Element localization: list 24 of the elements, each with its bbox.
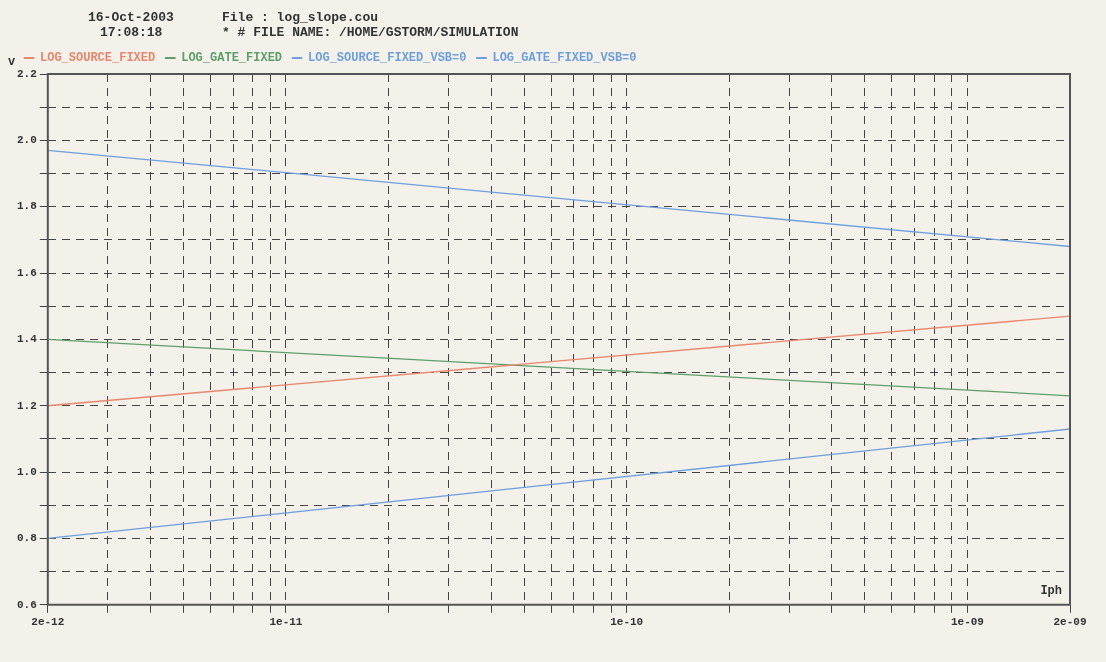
x-tick-label: 1e-09: [950, 616, 984, 629]
text: File : log_slope.cou: [222, 10, 379, 25]
y-tick-label: 1.8: [16, 200, 38, 213]
legend-label: LOG_GATE_FIXED: [181, 51, 283, 66]
y-tick-label: 1.0: [16, 465, 37, 478]
text: * # FILE NAME: /HOME/GSTORM/SIMULATION: [222, 25, 519, 40]
x-tick-label: 1e-11: [269, 616, 303, 629]
y-axis-title: v: [8, 55, 16, 70]
x-tick-label: 2e-12: [31, 616, 65, 629]
x-tick-label: 2e-09: [1053, 616, 1087, 629]
text: 16-Oct-2003: [88, 10, 174, 25]
x-tick-label: 1e-10: [610, 616, 644, 629]
y-tick-label: 1.6: [16, 266, 37, 279]
legend-label: LOG_SOURCE_FIXED_VSB=0: [308, 51, 467, 66]
y-tick-label: 0.6: [16, 598, 37, 611]
text: 17:08:18: [100, 25, 163, 40]
y-tick-label: 2.0: [16, 134, 37, 147]
y-tick-label: 0.8: [16, 532, 38, 545]
legend-label: LOG_GATE_FIXED_VSB=0: [492, 51, 637, 66]
y-tick-label: 1.2: [16, 399, 37, 412]
x-axis-title: Iph: [1040, 583, 1062, 598]
legend-label: LOG_SOURCE_FIXED: [40, 51, 156, 66]
y-tick-label: 2.2: [16, 67, 37, 80]
y-tick-label: 1.4: [16, 333, 38, 346]
